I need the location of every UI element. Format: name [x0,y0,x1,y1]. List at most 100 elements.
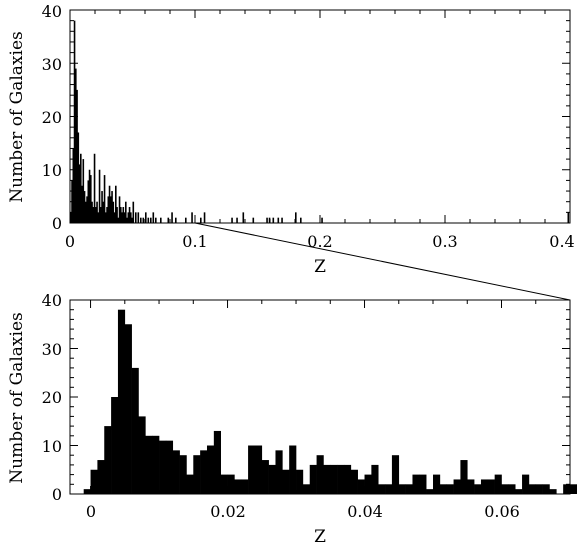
top-histogram-bar [133,202,135,223]
zoom-connector-line [195,223,570,300]
bottom-histogram-bar [330,465,337,494]
bottom-y-tick-label: 10 [42,437,62,456]
top-histogram-bar [253,218,255,223]
top-histogram-bar [148,218,150,223]
bottom-histogram-bar [522,475,529,494]
bottom-x-axis-label: Z [314,527,326,547]
bottom-histogram-bar [221,475,228,494]
top-histogram-bar [200,218,202,223]
top-histogram-bar [140,218,142,223]
bottom-histogram-bar [385,484,392,494]
top-histogram-bar [278,218,280,223]
bottom-histogram-bar [248,446,255,495]
top-histogram-bar [243,212,245,223]
top-axis-ticks [70,10,570,223]
top-y-tick-label: 10 [42,161,62,180]
top-histogram-bar [138,212,140,223]
bottom-histogram-bar [426,489,433,494]
bottom-histogram-bar [371,465,378,494]
bottom-histogram-bar [269,465,276,494]
bottom-histogram-bar [399,484,406,494]
top-y-axis-label: Number of Galaxies [7,31,27,202]
bottom-histogram-bar [207,446,214,495]
bottom-y-tick-label: 0 [52,485,62,504]
top-histogram-bar [273,218,275,223]
bottom-histogram-bar [351,470,358,494]
top-x-tick-label: 0.4 [549,232,574,251]
top-histogram-bar [150,218,152,223]
bottom-histogram-bar [186,475,193,494]
bottom-histogram-bar [433,475,440,494]
bottom-histogram-bar [447,484,454,494]
top-histogram-bar [231,218,233,223]
top-histogram-panel: 0 0.1 0.2 0.3 0.4 0 10 20 30 40 Z Number… [7,2,575,277]
bottom-histogram-bar [365,475,372,494]
top-x-axis-label: Z [314,257,326,277]
top-histogram-bar [321,218,323,223]
bottom-histogram-bar [570,484,577,494]
top-x-tick-label: 0.2 [307,232,332,251]
bottom-histogram-bar [488,479,495,494]
bottom-histogram-bar [508,484,515,494]
top-x-tick-label: 0.3 [432,232,457,251]
top-histogram-bar [143,218,145,223]
bottom-histogram-bar [474,484,481,494]
bottom-histogram-bar [152,436,159,494]
top-histogram-bar [568,212,570,223]
top-histogram-bar [281,218,283,223]
bottom-histogram-bar [166,441,173,494]
top-histogram-bar [236,218,238,223]
bottom-histogram-bar [419,475,426,494]
bottom-histogram-bar [159,441,166,494]
bottom-histogram-bar [200,450,207,494]
bottom-histogram-bar [495,475,502,494]
bottom-histogram-bar [125,324,132,494]
bottom-x-tick-label: 0.02 [210,502,246,521]
bottom-histogram-bar [91,470,98,494]
top-histogram-bar [171,212,173,223]
bottom-y-tick-label: 30 [42,340,62,359]
bottom-x-tick-label: 0.06 [484,502,520,521]
bottom-y-tick-label: 40 [42,291,62,310]
bottom-histogram-bar [412,475,419,494]
bottom-histogram-bar [275,450,282,494]
bottom-histogram-bar [173,450,180,494]
top-histogram-bar [175,218,177,223]
bottom-histogram-bar [378,484,385,494]
bottom-histogram-bar [529,484,536,494]
bottom-histogram-bar [317,455,324,494]
top-histogram-bar [300,218,302,223]
bottom-histogram-bar [255,446,262,495]
top-y-tick-label: 40 [42,2,62,21]
bottom-histogram-bar [234,479,241,494]
top-histogram-bar [155,218,157,223]
bottom-histogram-bar [536,484,543,494]
top-histogram-bar [168,218,170,223]
bottom-histogram-bar [406,484,413,494]
bottom-histogram-bar [549,489,556,494]
bottom-histogram-bar [84,489,91,494]
top-histogram-bar [204,212,206,223]
bottom-histogram-bar [180,455,187,494]
top-plot-frame [70,10,570,223]
bottom-histogram-bar [282,470,289,494]
bottom-histogram-bar [337,465,344,494]
bottom-histogram-bar [241,479,248,494]
bottom-histogram-bar [310,465,317,494]
bottom-histogram-bar [563,484,570,494]
bottom-y-axis-label: Number of Galaxies [7,312,27,483]
top-y-tick-label: 30 [42,55,62,74]
bottom-histogram-bar [358,479,365,494]
bottom-histogram-bar [111,397,118,494]
bottom-x-tick-label: 0.04 [347,502,383,521]
bottom-histogram-bar [481,479,488,494]
bottom-histogram-bar [289,446,296,495]
top-histogram-bar [185,218,187,223]
top-histogram-bar [135,212,137,223]
bottom-histogram-bar [145,436,152,494]
bottom-histogram-bar [460,460,467,494]
bottom-histogram-bar [323,465,330,494]
top-x-tick-label: 0.1 [182,232,207,251]
top-histogram-bar [160,218,162,223]
bottom-y-tick-label: 20 [42,388,62,407]
